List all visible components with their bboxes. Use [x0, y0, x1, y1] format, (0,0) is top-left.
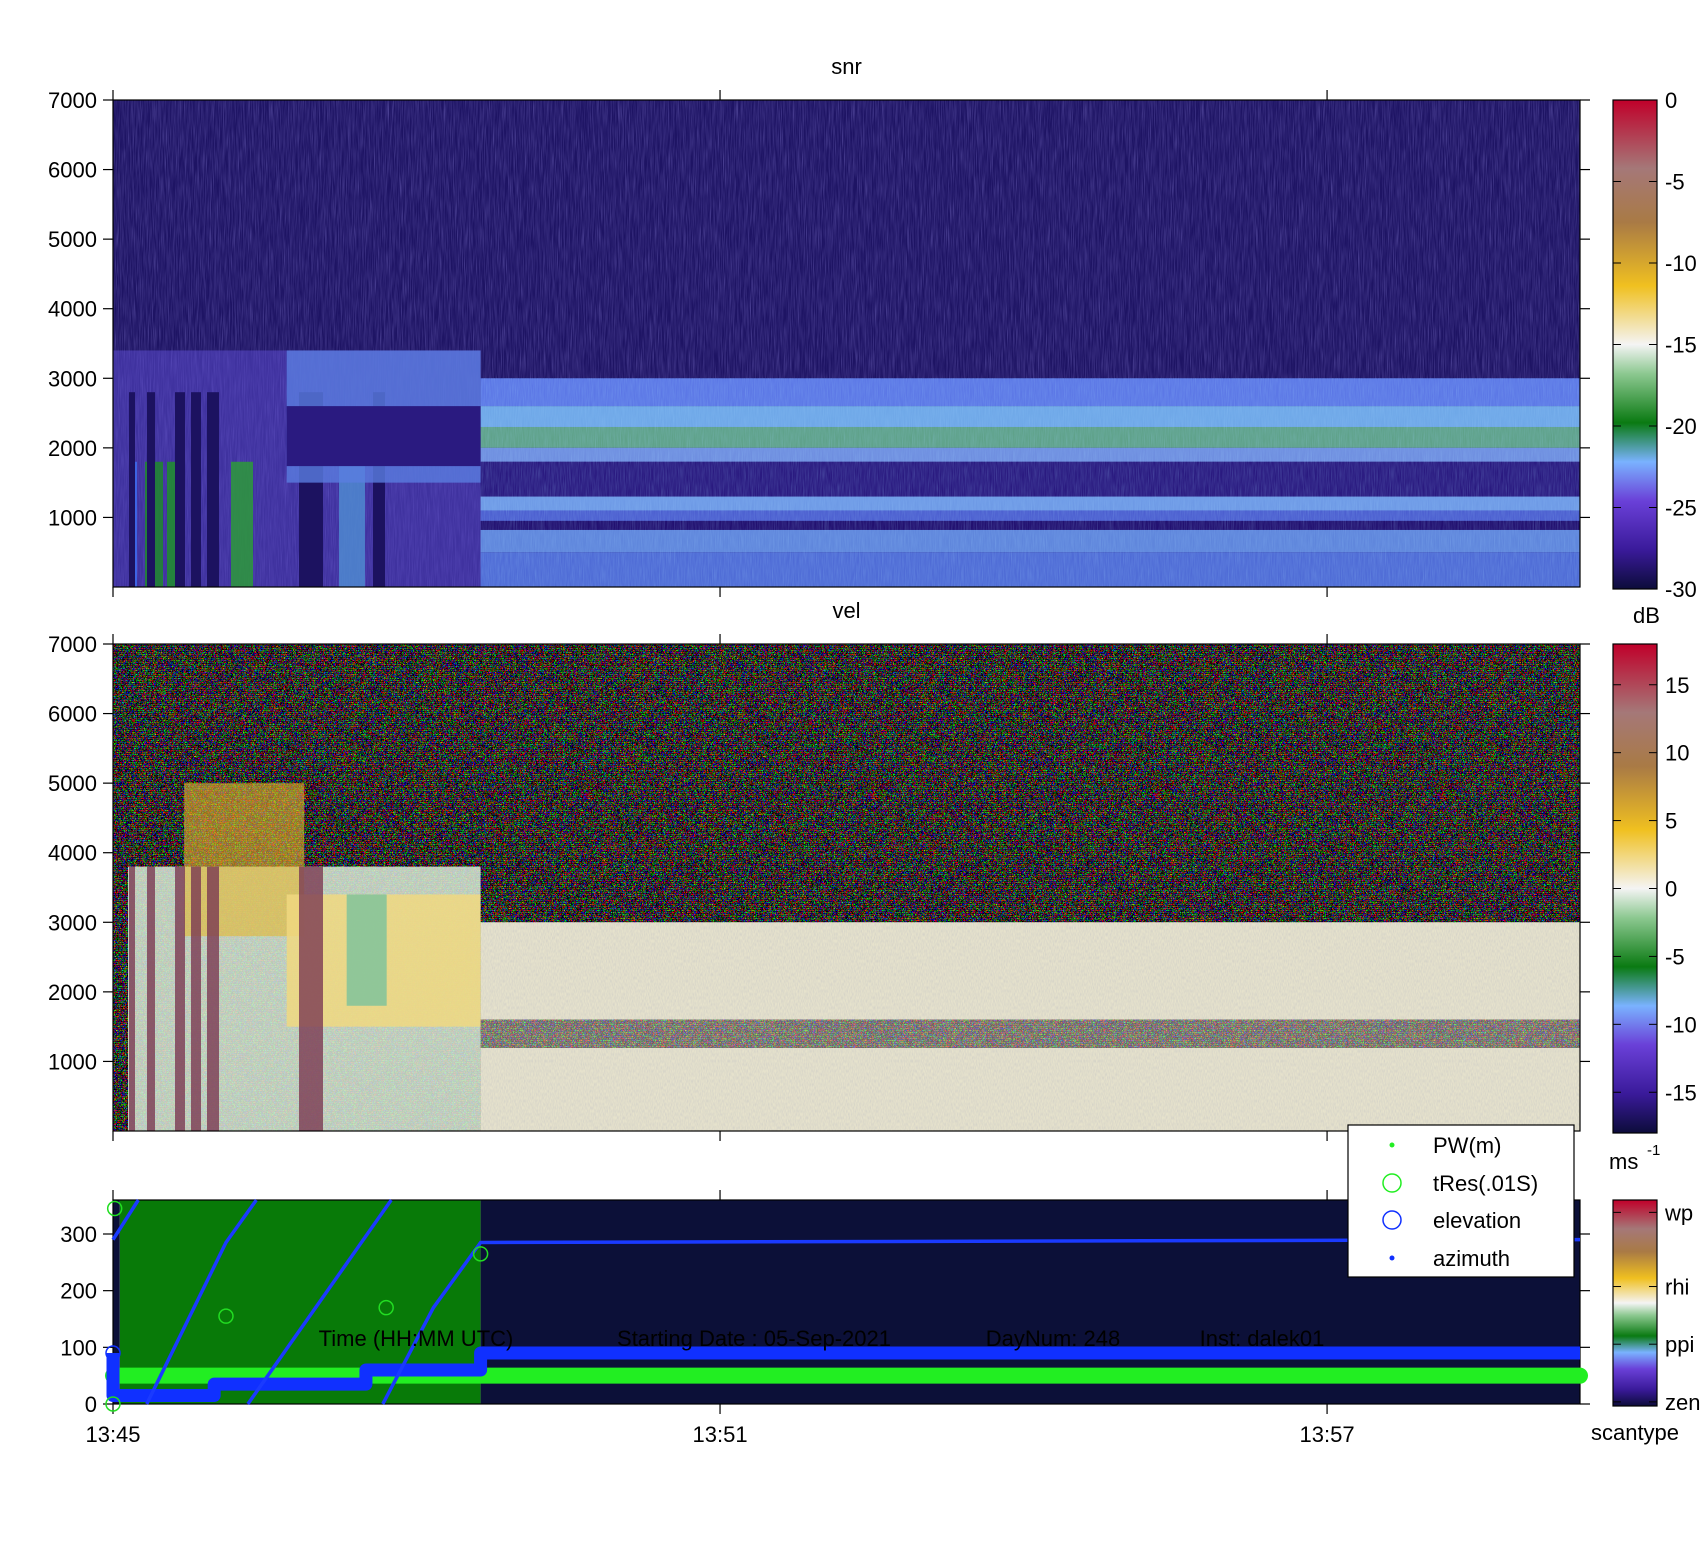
ytick-label: 3000: [48, 910, 97, 935]
colorbar-tick-label: rhi: [1665, 1275, 1689, 1300]
colorbar-tick-label: 5: [1665, 809, 1677, 834]
colorbar-tick-label: -5: [1665, 944, 1685, 969]
azimuth-segment-3: [246, 1198, 393, 1406]
colorbar-tick-label: -20: [1665, 414, 1697, 439]
tres-point: [472, 1246, 489, 1262]
ytick-label: 4000: [48, 841, 97, 866]
vel-noisy-layer: [480, 1019, 1580, 1048]
tres-point: [218, 1308, 234, 1324]
vel-title: vel: [832, 598, 860, 623]
ytick-label: 4000: [48, 297, 97, 322]
legend-marker-tres: [1382, 1173, 1402, 1193]
ytick-label: 100: [60, 1335, 97, 1360]
colorbar-tick-label: -30: [1665, 577, 1697, 602]
snr-gap: [191, 392, 201, 587]
legend-box: [1347, 1124, 1575, 1278]
xtick-label: 13:45: [85, 1422, 140, 1447]
vel-gap: [207, 866, 219, 1131]
snr-band-noise: [480, 378, 1580, 587]
ytick-label: 0: [85, 1392, 97, 1417]
vel-gap: [147, 866, 155, 1131]
xtick-label: 13:57: [1300, 1422, 1355, 1447]
vel-updraft: [184, 783, 305, 937]
ytick-label: 7000: [48, 632, 97, 657]
elevation-series: [106, 1346, 1580, 1402]
elevation-point: [105, 1345, 121, 1361]
snr-title: snr: [831, 54, 862, 79]
axes-frame-1: [112, 99, 1581, 588]
scantype-bg-start: [113, 1200, 120, 1404]
ytick-label: 5000: [48, 771, 97, 796]
ytick-label: 3000: [48, 366, 97, 391]
legend-marker-azimuth: [1389, 1255, 1395, 1261]
ytick-label: 2000: [48, 436, 97, 461]
colorbar-tick-label: -10: [1665, 1012, 1697, 1037]
legend-marker-pw: [1389, 1142, 1395, 1148]
vel-colorbar-unit: ms: [1609, 1149, 1638, 1174]
ytick-label: 6000: [48, 158, 97, 183]
ytick-label: 2000: [48, 980, 97, 1005]
snr-gap: [147, 392, 155, 587]
snr-column: [231, 461, 253, 587]
inst-label: Inst: dalek01: [1200, 1326, 1325, 1351]
vel-gap: [129, 866, 135, 1131]
legend-marker-elevation: [1382, 1210, 1402, 1230]
scantype-label: scantype: [1591, 1420, 1679, 1445]
xtick-label: 13:51: [693, 1422, 748, 1447]
colorbar-tick-label: 0: [1665, 88, 1677, 113]
colorbar-tick-label: -15: [1665, 1080, 1697, 1105]
vel-gap: [299, 866, 323, 1131]
tres-point: [378, 1299, 394, 1316]
legend-label: PW(m): [1433, 1133, 1501, 1158]
colorbar-tick-label: ppi: [1665, 1332, 1694, 1357]
colorbar-tick-label: 10: [1665, 741, 1689, 766]
ytick-label: 5000: [48, 227, 97, 252]
ytick-label: 300: [60, 1222, 97, 1247]
tres-point: [106, 1200, 123, 1217]
legend-label: azimuth: [1433, 1246, 1510, 1271]
ytick-label: 200: [60, 1279, 97, 1304]
azimuth-segment-4: [381, 1237, 1581, 1405]
start-date-label: Starting Date : 05-Sep-2021: [617, 1326, 891, 1351]
footer-row: Time (HH:MM UTC) Starting Date : 05-Sep-…: [319, 1326, 1325, 1351]
colorbar-tick-label: -10: [1665, 251, 1697, 276]
colorbar-3: [1612, 1199, 1658, 1407]
ytick-label: 7000: [48, 88, 97, 113]
snr-colorbar-unit: dB: [1633, 603, 1660, 628]
ytick-label: 1000: [48, 1049, 97, 1074]
snr-gap: [175, 392, 185, 587]
snr-gap: [129, 392, 135, 587]
snr-gap: [207, 392, 219, 587]
azimuth-segment-2: [145, 1198, 258, 1405]
legend-label: elevation: [1433, 1208, 1521, 1233]
vel-gap: [175, 866, 185, 1131]
axes-frame-3: [112, 1199, 1581, 1405]
legend-label: tRes(.01S): [1433, 1171, 1538, 1196]
colorbar-tick-label: wp: [1664, 1200, 1693, 1225]
xaxis-label: Time (HH:MM UTC): [319, 1326, 514, 1351]
daynum-label: DayNum: 248: [986, 1326, 1121, 1351]
colorbar-tick-label: -5: [1665, 170, 1685, 195]
colorbar-tick-label: zen: [1665, 1390, 1700, 1415]
legend: PW(m) tRes(.01S) elevation azimuth: [1347, 1124, 1575, 1278]
colorbar-tick-label: -15: [1665, 333, 1697, 358]
colorbar-tick-label: 15: [1665, 673, 1689, 698]
colorbar-tick-label: 0: [1665, 877, 1677, 902]
ytick-label: 1000: [48, 505, 97, 530]
vel-gap: [191, 866, 201, 1131]
vel-colorbar-unit-superscript: -1: [1647, 1142, 1660, 1159]
ytick-label: 6000: [48, 702, 97, 727]
colorbar-tick-label: -25: [1665, 496, 1697, 521]
vel-block-green: [346, 894, 387, 1006]
azimuth-segment-1: [111, 1199, 140, 1241]
snr-block-band: [286, 406, 481, 467]
axes-frame-2: [112, 643, 1581, 1132]
tres-point: [105, 1396, 121, 1412]
